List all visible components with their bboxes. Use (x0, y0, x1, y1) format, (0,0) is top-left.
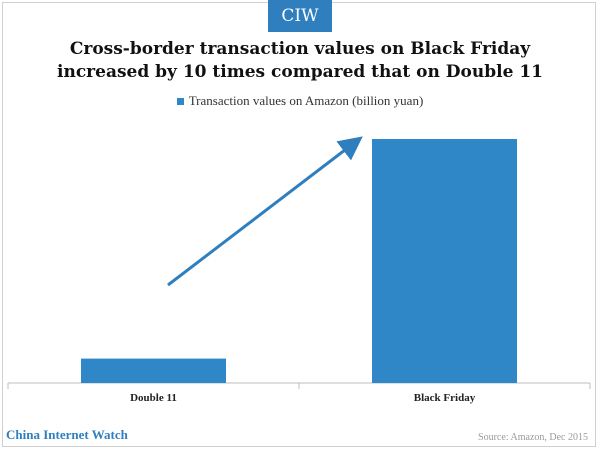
chart-title: Cross-border transaction values on Black… (0, 38, 600, 84)
bar-black-friday (372, 139, 517, 383)
chart-title-line-1: Cross-border transaction values on Black… (69, 39, 531, 59)
x-tick-label: Black Friday (414, 392, 476, 404)
chart-legend: Transaction values on Amazon (billion yu… (0, 93, 600, 109)
source-note: Source: Amazon, Dec 2015 (478, 432, 588, 443)
trend-arrow (167, 136, 363, 287)
brand-name: China Internet Watch (6, 427, 128, 442)
x-tick-label: Double 11 (130, 392, 177, 404)
legend-swatch (176, 97, 184, 105)
ciw-logo: CIW (268, 0, 332, 32)
bar-double-11 (81, 358, 226, 383)
chart-title-line-2: increased by 10 times compared that on D… (57, 62, 543, 82)
legend-label: Transaction values on Amazon (billion yu… (188, 93, 424, 108)
